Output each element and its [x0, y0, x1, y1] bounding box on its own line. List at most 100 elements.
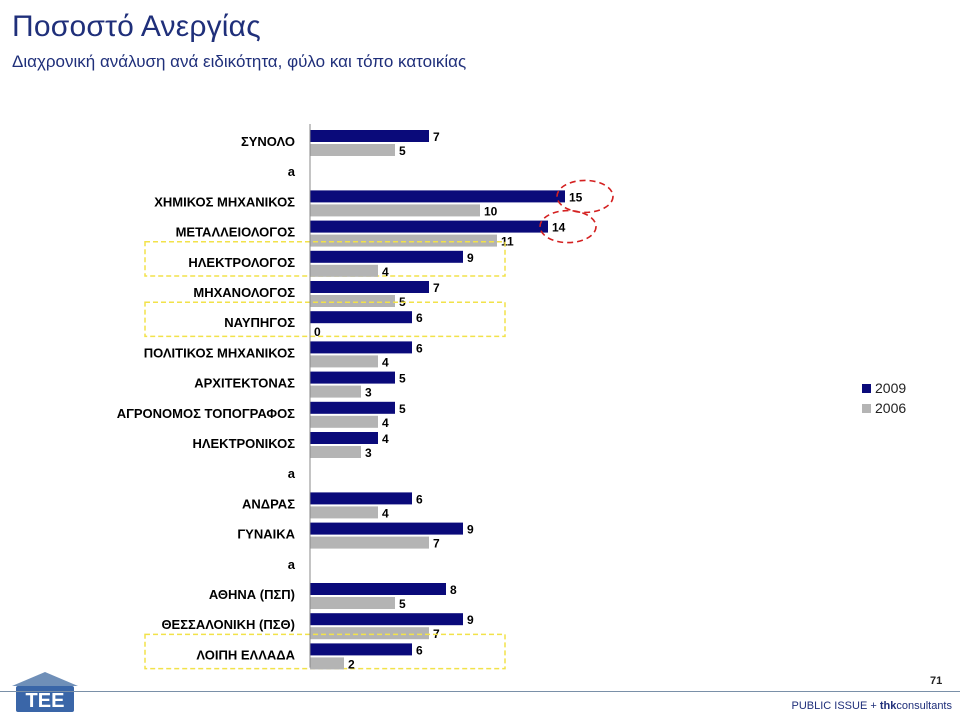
logo-body-shape [16, 686, 74, 712]
legend-item-2006: 2006 [862, 398, 906, 418]
data-label-2009: 14 [552, 221, 566, 235]
tee-logo: ΤΕΕ [12, 672, 78, 712]
data-label-2006: 2 [348, 657, 355, 671]
bar-2009 [310, 190, 565, 203]
data-label-2009: 9 [467, 613, 474, 627]
category-label: ΣΥΝΟΛΟ [241, 134, 295, 149]
bar-2009 [310, 341, 412, 354]
category-label: ΗΛΕΚΤΡΟΛΟΓΟΣ [188, 255, 295, 270]
legend-swatch-2006 [862, 403, 871, 413]
footer-brand-regular: PUBLIC ISSUE + [791, 700, 880, 712]
category-label: ΜΗΧΑΝΟΛΟΓΟΣ [193, 285, 295, 300]
legend-item-2009: 2009 [862, 378, 906, 398]
bar-2009 [310, 613, 463, 626]
category-label: ΑΡΧΙΤΕΚΤΟΝΑΣ [194, 376, 295, 391]
logo-text: ΤΕΕ [26, 690, 65, 712]
bar-2009 [310, 492, 412, 505]
bar-2009 [310, 401, 395, 414]
bar-2006 [310, 234, 497, 247]
category-label: a [288, 164, 296, 179]
category-label: a [288, 557, 296, 572]
bar-2009 [310, 371, 395, 384]
highlight-box [144, 301, 506, 338]
page-number: 71 [930, 675, 943, 687]
data-label-2009: 7 [433, 281, 440, 295]
category-label: ΠΟΛΙΤΙΚΟΣ ΜΗΧΑΝΙΚΟΣ [144, 345, 295, 360]
footer-brand: PUBLIC ISSUE + thkconsultants [792, 700, 953, 712]
footer-brand-tail: consultants [896, 700, 952, 712]
category-label: ΧΗΜΙΚΟΣ ΜΗΧΑΝΙΚΟΣ [154, 194, 295, 209]
circle-annotation [539, 209, 597, 244]
bar-2009 [310, 130, 429, 142]
circle-annotation [556, 179, 614, 214]
bar-2009 [310, 432, 378, 444]
data-label-2009: 15 [569, 190, 583, 204]
page-subtitle: Διαχρονική ανάλυση ανά ειδικότητα, φύλο … [12, 52, 467, 71]
footer-brand-bold: thk [879, 700, 897, 712]
category-label: ΛΟΙΠΗ ΕΛΛΑΔΑ [196, 647, 295, 662]
chart-legend: 2009 2006 [862, 378, 906, 418]
bar-2006 [310, 536, 429, 549]
data-label-2006: 4 [382, 265, 389, 279]
data-label-2006: 0 [314, 325, 321, 339]
category-label: ΑΓΡΟΝΟΜΟΣ ΤΟΠΟΓΡΑΦΟΣ [117, 406, 295, 421]
data-label-2006: 3 [365, 446, 372, 460]
data-label-2006: 5 [399, 597, 406, 611]
bar-2006 [310, 144, 395, 156]
category-label: a [288, 466, 296, 481]
data-label-2006: 3 [365, 386, 372, 400]
bar-2006 [310, 657, 344, 670]
data-label-2009: 6 [416, 492, 423, 506]
data-label-2006: 4 [382, 506, 389, 520]
legend-label-2009: 2009 [875, 380, 907, 396]
data-label-2009: 5 [399, 372, 406, 386]
data-label-2009: 9 [467, 251, 474, 265]
data-label-2009: 7 [433, 130, 440, 144]
bar-2009 [310, 220, 548, 233]
category-label: ΜΕΤΑΛΛΕΙΟΛΟΓΟΣ [176, 225, 296, 240]
bar-2009 [310, 281, 429, 293]
category-label: ΗΛΕΚΤΡΟΝΙΚΟΣ [192, 436, 295, 451]
data-label-2006: 11 [501, 235, 514, 249]
highlight-box [144, 241, 506, 277]
bar-2006 [310, 506, 378, 519]
data-label-2006: 4 [382, 416, 389, 430]
data-label-2009: 6 [416, 643, 423, 657]
bar-2006 [310, 355, 378, 368]
data-label-2009: 6 [416, 341, 423, 355]
bar-2006 [310, 204, 480, 217]
data-label-2006: 7 [433, 537, 440, 551]
page-title: Ποσοστό Ανεργίας [12, 10, 261, 43]
bar-2006 [310, 627, 429, 640]
bar-2006 [310, 264, 378, 277]
logo-roof-shape [12, 672, 78, 686]
bar-2009 [310, 311, 412, 324]
data-label-2009: 8 [450, 583, 457, 597]
bar-2009 [310, 583, 446, 595]
bar-2009 [310, 643, 412, 656]
data-label-2009: 4 [382, 432, 389, 446]
category-label: ΑΝΔΡΑΣ [242, 496, 295, 511]
bar-2006 [310, 295, 395, 307]
category-label: ΘΕΣΣΑΛΟΝΙΚΗ (ΠΣΘ) [161, 617, 295, 632]
data-label-2009: 6 [416, 311, 423, 325]
category-label: ΓΥΝΑΙΚΑ [237, 527, 295, 542]
footer-divider [0, 691, 960, 692]
bar-2006 [310, 597, 395, 609]
category-label: ΑΘΗΝΑ (ΠΣΠ) [209, 587, 295, 602]
bar-2009 [310, 250, 463, 263]
data-label-2006: 5 [399, 144, 406, 158]
data-label-2006: 10 [484, 204, 498, 218]
category-label: ΝΑΥΠΗΓΟΣ [224, 315, 295, 330]
legend-label-2006: 2006 [875, 400, 907, 416]
data-label-2006: 4 [382, 355, 389, 369]
bar-2006 [310, 446, 361, 458]
data-label-2009: 9 [467, 523, 474, 537]
data-label-2009: 5 [399, 402, 406, 416]
legend-swatch-2009 [862, 383, 871, 393]
bar-2006 [310, 415, 378, 428]
bar-2009 [310, 522, 463, 535]
bar-2006 [310, 385, 361, 398]
highlight-box [144, 633, 506, 670]
